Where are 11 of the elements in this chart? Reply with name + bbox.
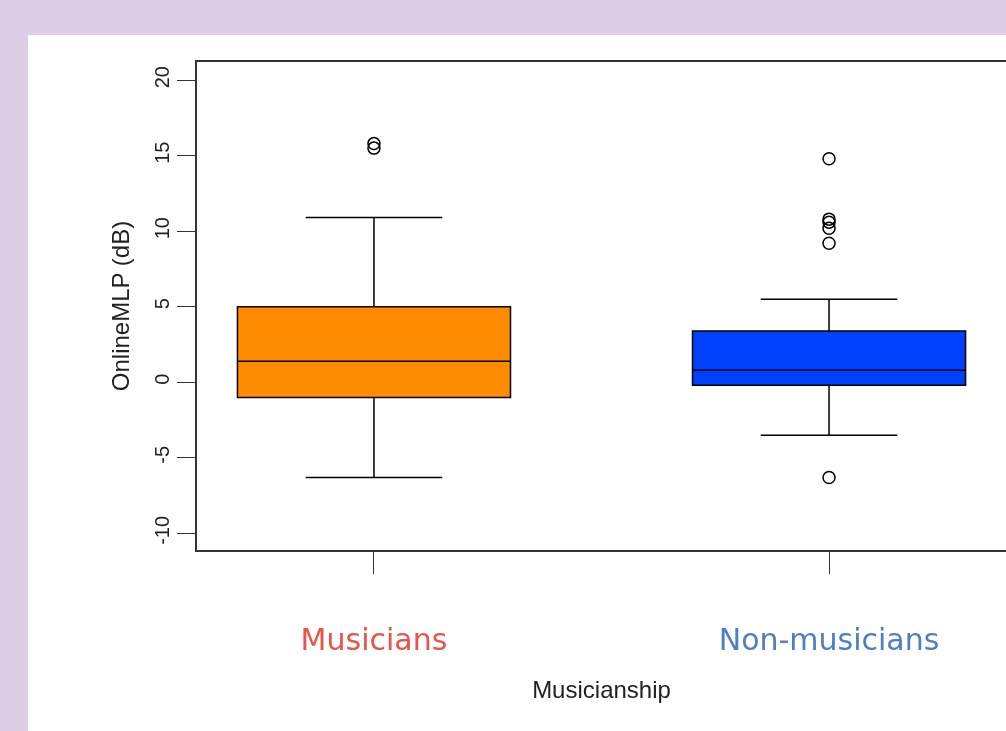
y-axis-title: OnlineMLP (dB) (106, 220, 134, 392)
y-tick-label: 0 (151, 373, 174, 385)
y-tick-label: 5 (151, 298, 174, 310)
x-axis-title: Musicianship (532, 675, 671, 703)
y-tick-label: 20 (151, 66, 174, 89)
y-tick-label: -10 (151, 515, 174, 545)
x-tick-label: Musicians (300, 621, 448, 657)
x-tick-label: Non-musicians (718, 621, 940, 657)
y-tick-label: -5 (151, 445, 174, 464)
y-tick-label: 15 (151, 141, 174, 164)
y-tick-label: 10 (151, 217, 174, 240)
